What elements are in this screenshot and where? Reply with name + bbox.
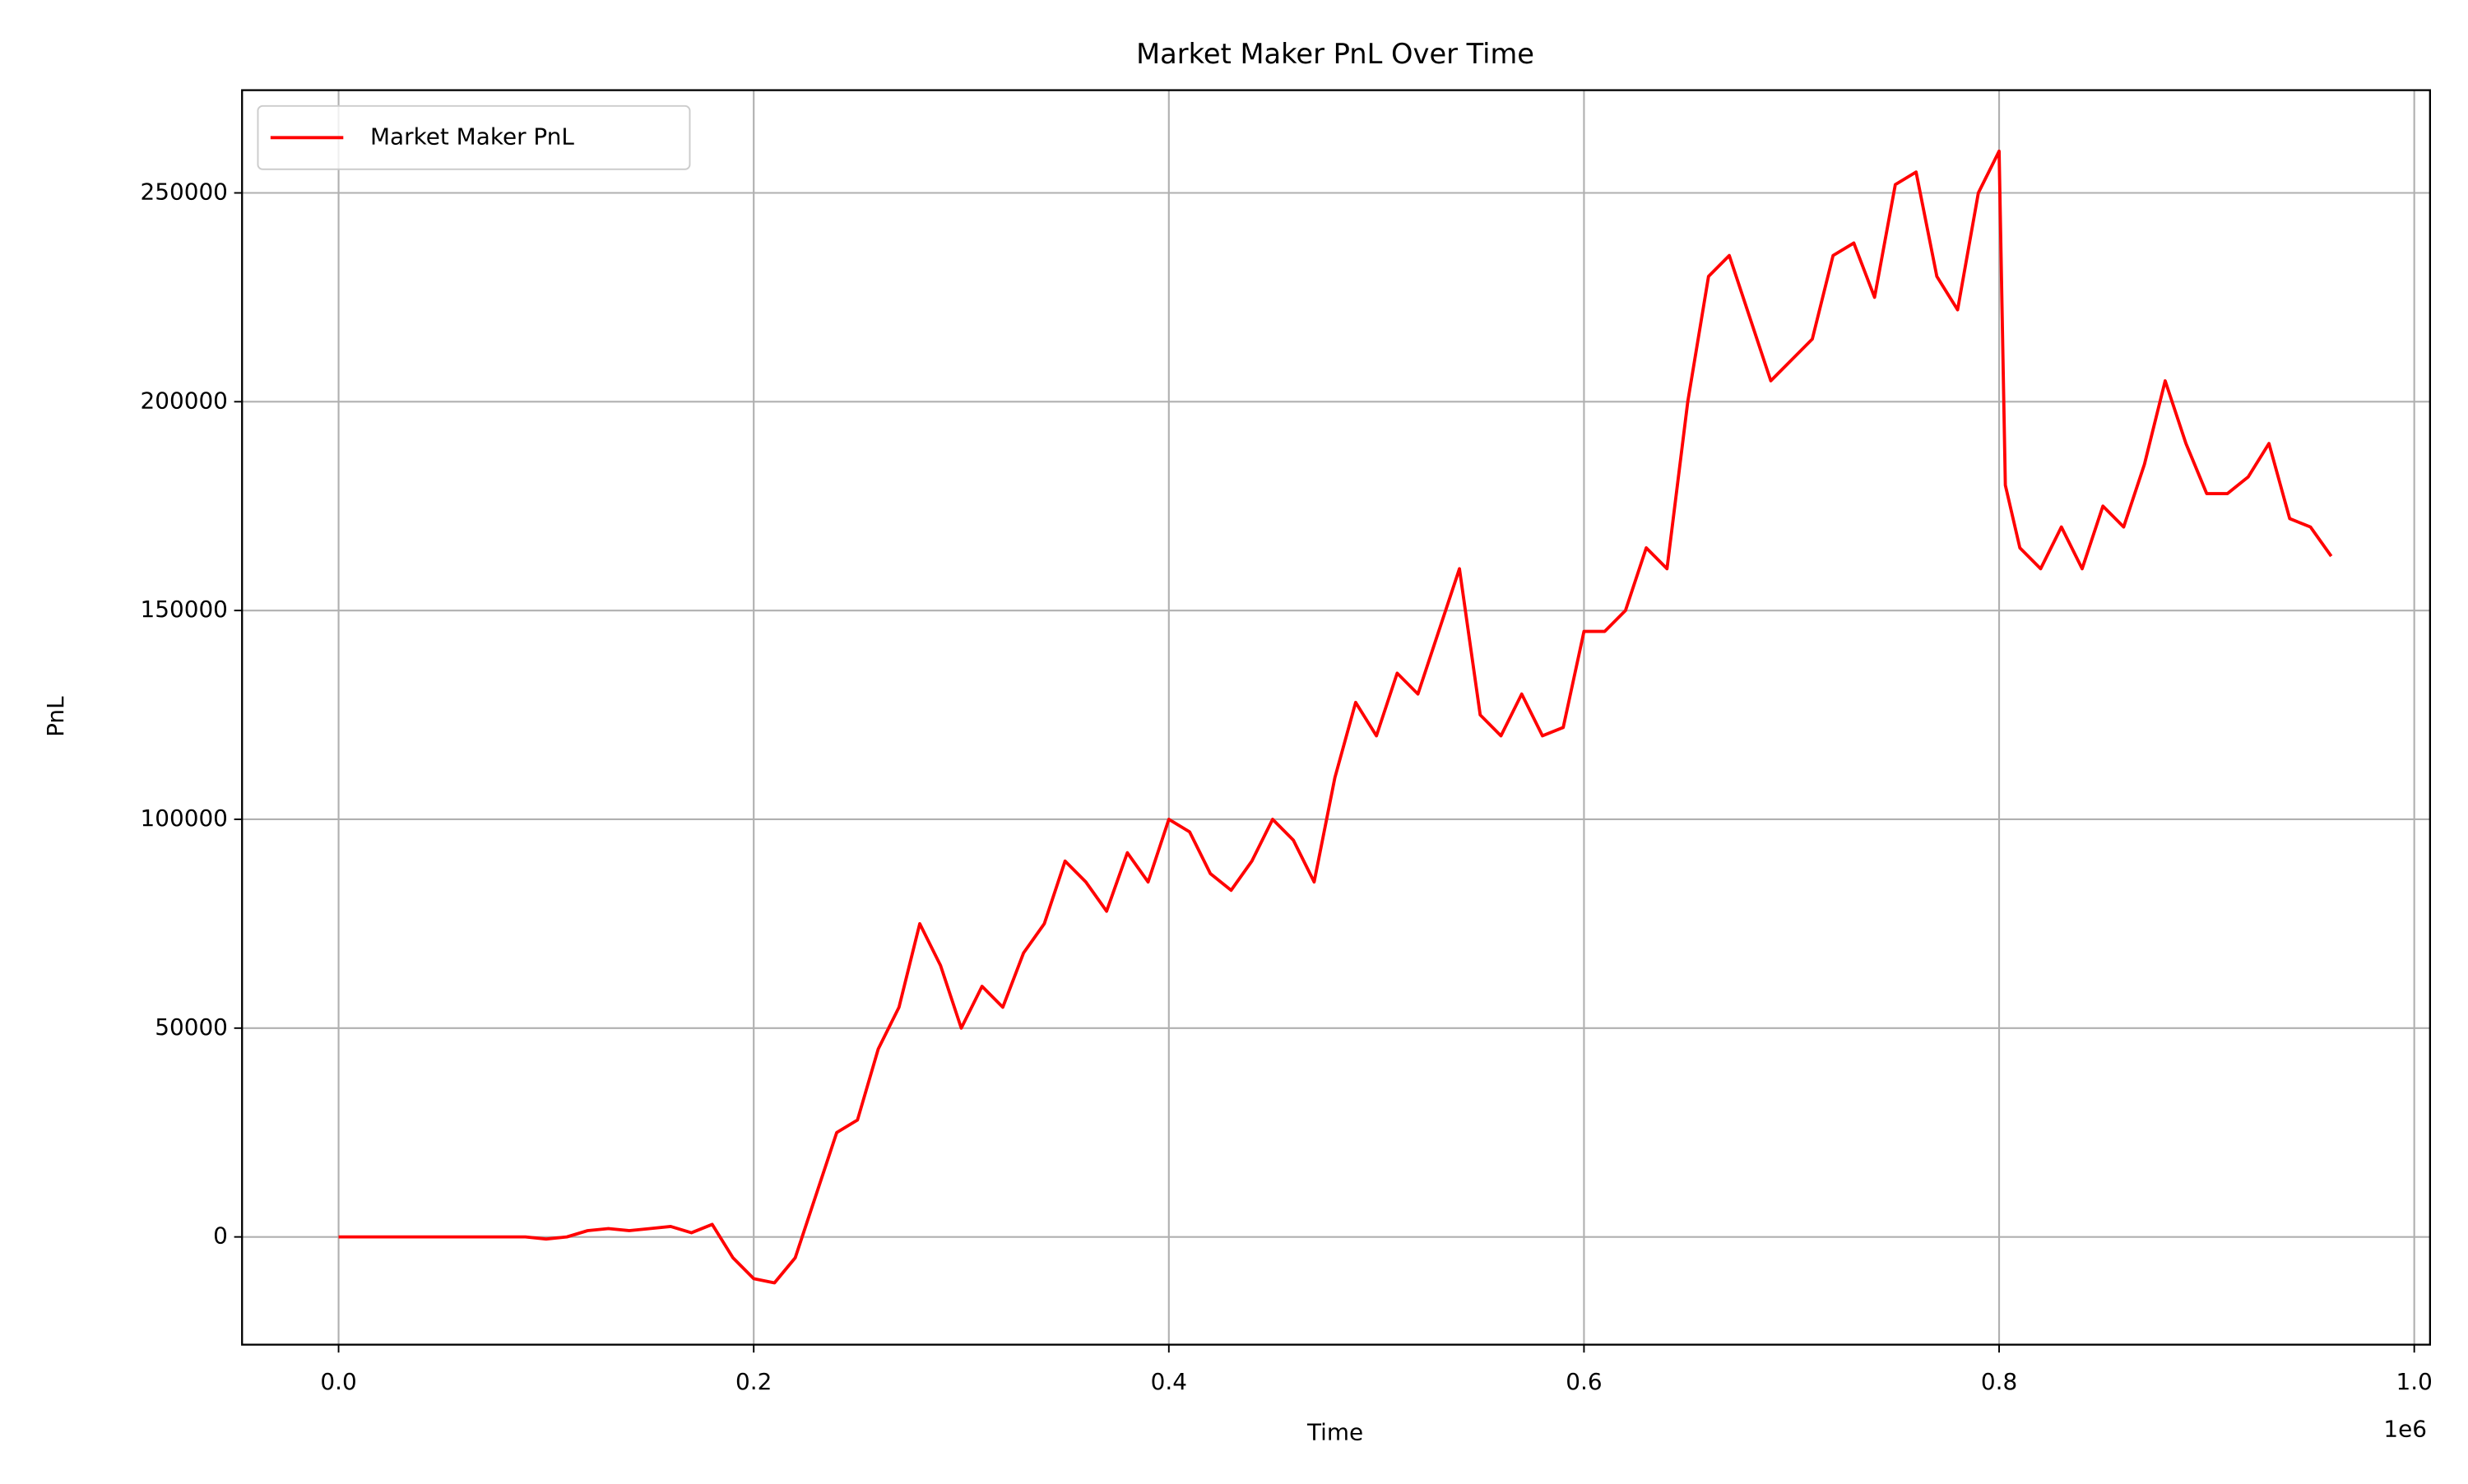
y-axis-label: PnL xyxy=(42,696,69,737)
y-tick-label: 50000 xyxy=(155,1013,228,1041)
y-tick-label: 0 xyxy=(213,1222,228,1250)
y-tick-label: 250000 xyxy=(141,178,228,205)
x-tick-label: 0.4 xyxy=(1151,1368,1187,1395)
x-tick-label: 1.0 xyxy=(2396,1368,2432,1395)
y-tick-label: 150000 xyxy=(141,596,228,623)
plot-frame xyxy=(241,89,2431,1346)
x-tick-label: 0.0 xyxy=(320,1368,356,1395)
y-tick-label: 100000 xyxy=(141,805,228,832)
chart-title: Market Maker PnL Over Time xyxy=(1136,38,1534,70)
x-tick-label: 0.8 xyxy=(1981,1368,2017,1395)
x-offset-label: 1e6 xyxy=(2383,1415,2427,1442)
x-axis-label: Time xyxy=(1306,1418,1363,1445)
legend-box xyxy=(257,104,691,170)
legend-label: Market Maker PnL xyxy=(370,123,574,150)
x-tick-label: 0.6 xyxy=(1566,1368,1602,1395)
x-tick-label: 0.2 xyxy=(735,1368,772,1395)
y-tick-label: 200000 xyxy=(141,387,228,414)
data-line xyxy=(338,149,2333,1285)
